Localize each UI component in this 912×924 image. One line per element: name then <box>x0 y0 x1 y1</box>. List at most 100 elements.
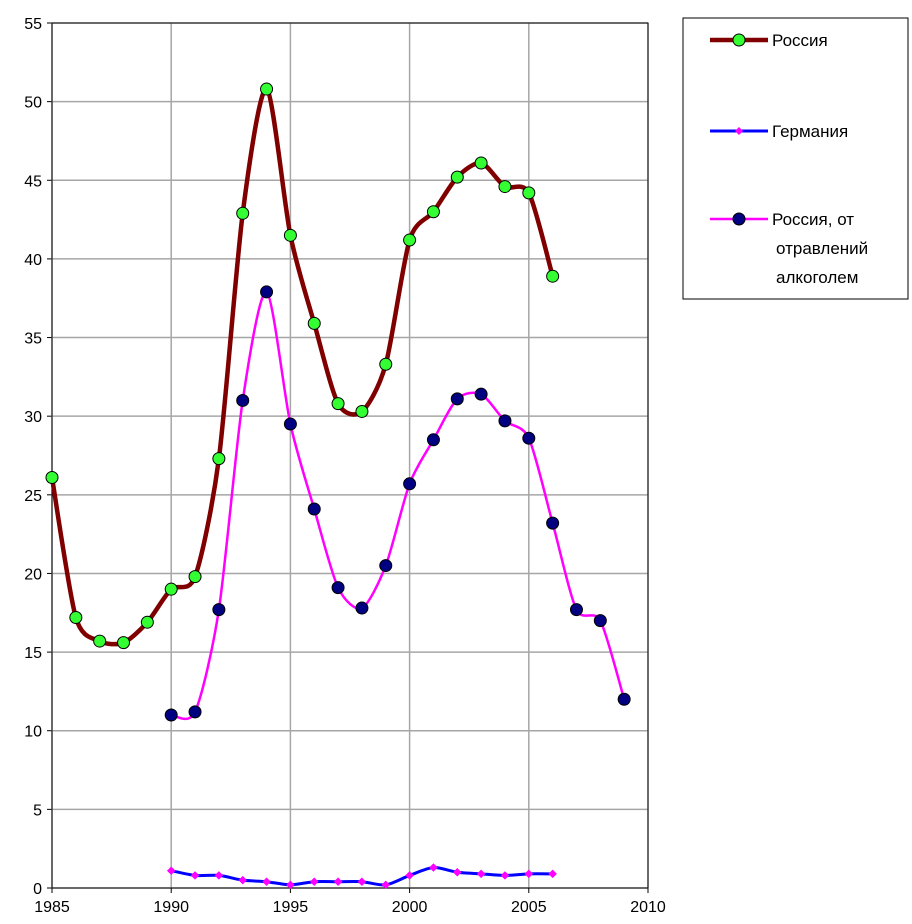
data-point <box>283 228 297 242</box>
data-point <box>355 404 369 418</box>
series-line <box>49 86 555 647</box>
data-point <box>474 387 488 401</box>
data-point <box>403 233 417 247</box>
y-tick-label: 5 <box>33 802 42 819</box>
legend-entry-1: Россия <box>710 31 828 50</box>
y-tick-label: 30 <box>24 409 42 426</box>
data-point <box>476 869 486 879</box>
legend-marker <box>732 212 746 226</box>
data-point <box>452 867 462 877</box>
data-point <box>522 431 536 445</box>
data-point <box>262 877 271 887</box>
data-point <box>474 156 488 170</box>
series-2 <box>166 863 557 890</box>
x-tick-label: 1990 <box>153 899 189 916</box>
data-point <box>283 417 297 431</box>
data-point <box>260 82 274 96</box>
grid-lines <box>47 22 649 893</box>
data-point <box>45 471 59 485</box>
y-tick-label: 35 <box>24 331 42 348</box>
data-point <box>450 392 464 406</box>
data-point <box>546 269 560 283</box>
data-point <box>331 581 345 595</box>
data-point <box>93 634 107 648</box>
y-tick-label: 15 <box>24 645 42 662</box>
data-point <box>260 285 274 299</box>
data-point <box>429 863 438 872</box>
data-point <box>188 705 202 719</box>
data-point <box>166 866 176 876</box>
x-tick-label: 2000 <box>392 899 428 916</box>
data-point <box>548 869 557 879</box>
data-point <box>524 869 534 879</box>
data-point <box>379 559 393 573</box>
y-tick-label: 40 <box>24 252 42 269</box>
data-point <box>69 610 83 624</box>
data-point <box>331 397 345 411</box>
data-point <box>164 582 178 596</box>
series-3 <box>164 285 631 722</box>
data-point <box>426 205 440 219</box>
data-point <box>379 357 393 371</box>
data-point <box>500 871 510 880</box>
data-point <box>307 316 321 330</box>
data-point <box>569 603 583 617</box>
x-tick-label: 2010 <box>630 899 666 916</box>
data-point <box>140 615 154 629</box>
data-point <box>236 206 250 220</box>
data-point <box>309 877 319 887</box>
data-point <box>212 603 226 617</box>
data-point <box>236 393 250 407</box>
legend-marker <box>732 33 746 47</box>
data-point <box>498 180 512 194</box>
data-point <box>405 871 414 880</box>
legend-label: отравлений <box>776 239 868 258</box>
data-point <box>498 414 512 428</box>
axis-tick-labels: 0 5 10 15 20 25 30 35 40 45 50 55 1985 1990 1995 2000 20… <box>24 16 666 916</box>
data-point <box>357 877 367 887</box>
data-point <box>522 186 536 200</box>
data-point <box>214 871 224 880</box>
data-point <box>188 570 202 584</box>
series-line <box>170 290 626 721</box>
y-tick-label: 20 <box>24 566 42 583</box>
legend-entry-2: Германия <box>710 122 848 141</box>
data-point <box>617 692 631 706</box>
x-tick-label: 1985 <box>34 899 70 916</box>
series-layer <box>45 82 631 890</box>
legend-marker <box>735 127 743 135</box>
data-point <box>403 477 417 491</box>
data-point <box>286 880 295 890</box>
legend-label: Россия <box>772 31 828 50</box>
data-point <box>333 877 343 887</box>
data-point <box>355 601 369 615</box>
y-tick-label: 55 <box>24 16 42 33</box>
data-point <box>381 880 391 890</box>
legend-label: Россия, от <box>772 210 854 229</box>
data-point <box>426 433 440 447</box>
data-point <box>164 708 178 722</box>
legend-label: Германия <box>772 122 848 141</box>
y-tick-label: 0 <box>33 881 42 898</box>
legend: Россия Германия Россия, от отравлений алкого… <box>682 17 909 300</box>
y-tick-label: 10 <box>24 724 42 741</box>
legend-label: алкоголем <box>776 268 858 287</box>
plot-area <box>51 22 649 889</box>
data-point <box>117 636 131 650</box>
data-point <box>190 871 200 880</box>
data-point <box>238 875 248 885</box>
y-tick-label: 25 <box>24 488 42 505</box>
data-point <box>593 614 607 628</box>
series-1 <box>45 82 560 650</box>
data-point <box>450 170 464 184</box>
x-tick-label: 2005 <box>511 899 547 916</box>
y-tick-label: 45 <box>24 173 42 190</box>
data-point <box>546 516 560 530</box>
y-tick-label: 50 <box>24 95 42 112</box>
x-tick-label: 1995 <box>273 899 309 916</box>
legend-box <box>682 17 909 300</box>
data-point <box>212 452 226 466</box>
legend-entry-3: Россия, от отравлений алкоголем <box>710 210 868 287</box>
data-point <box>307 502 321 516</box>
